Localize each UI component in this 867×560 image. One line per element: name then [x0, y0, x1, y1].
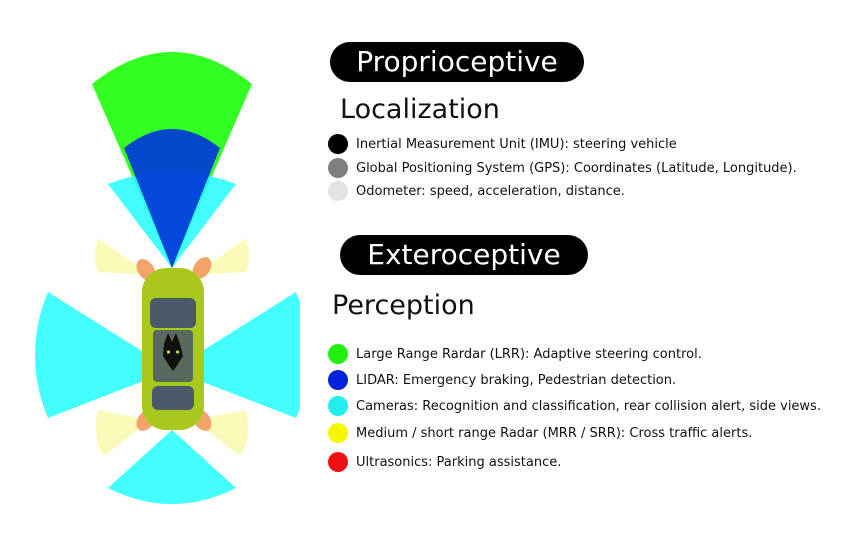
- list-item: LIDAR: Emergency braking, Pedestrian det…: [328, 370, 676, 390]
- imu-label: Inertial Measurement Unit (IMU): steerin…: [356, 136, 677, 152]
- lynx-head-icon: [163, 333, 183, 371]
- camera-label: Cameras: Recognition and classification,…: [356, 398, 821, 414]
- ultrasonic-front-right: [192, 257, 212, 279]
- list-item: Ultrasonics: Parking assistance.: [328, 452, 561, 472]
- ultrasonic-label: Ultrasonics: Parking assistance.: [356, 454, 562, 470]
- car-rear-window: [152, 386, 194, 410]
- camera-right-cone: [172, 292, 300, 418]
- localization-title: Localization: [340, 94, 500, 125]
- ultrasonic-color-dot: [328, 452, 348, 472]
- camera-color-dot: [328, 396, 348, 416]
- list-item: Global Positioning System (GPS): Coordin…: [328, 158, 797, 178]
- exteroceptive-header: Exteroceptive: [340, 235, 588, 275]
- radar-color-dot: [328, 423, 348, 443]
- lidar-label: LIDAR: Emergency braking, Pedestrian det…: [356, 372, 677, 388]
- odometer-color-dot: [328, 181, 348, 201]
- list-item: Odometer: speed, acceleration, distance.: [328, 181, 625, 201]
- lrr-color-dot: [328, 344, 348, 364]
- car-windshield: [150, 298, 196, 328]
- lidar-color-dot: [328, 370, 348, 390]
- camera-rear-cone: [108, 430, 236, 504]
- list-item: Cameras: Recognition and classification,…: [328, 396, 821, 416]
- gps-color-dot: [328, 158, 348, 178]
- proprioceptive-header: Proprioceptive: [330, 42, 584, 82]
- lidar-front-cone: [124, 129, 220, 268]
- gps-label: Global Positioning System (GPS): Coordin…: [356, 160, 797, 176]
- radar-front-left: [95, 238, 150, 275]
- lrr-label: Large Range Rardar (LRR): Adaptive steer…: [356, 346, 702, 362]
- list-item: Inertial Measurement Unit (IMU): steerin…: [328, 134, 677, 154]
- list-item: Large Range Rardar (LRR): Adaptive steer…: [328, 344, 702, 364]
- radar-rear-left: [96, 410, 150, 456]
- list-item: Medium / short range Radar (MRR / SRR): …: [328, 423, 752, 443]
- imu-color-dot: [328, 134, 348, 154]
- vehicle-sensor-diagram: [35, 52, 300, 504]
- perception-title: Perception: [332, 290, 475, 321]
- camera-left-cone: [35, 292, 173, 418]
- radar-label: Medium / short range Radar (MRR / SRR): …: [356, 425, 753, 441]
- odometer-label: Odometer: speed, acceleration, distance.: [356, 183, 625, 199]
